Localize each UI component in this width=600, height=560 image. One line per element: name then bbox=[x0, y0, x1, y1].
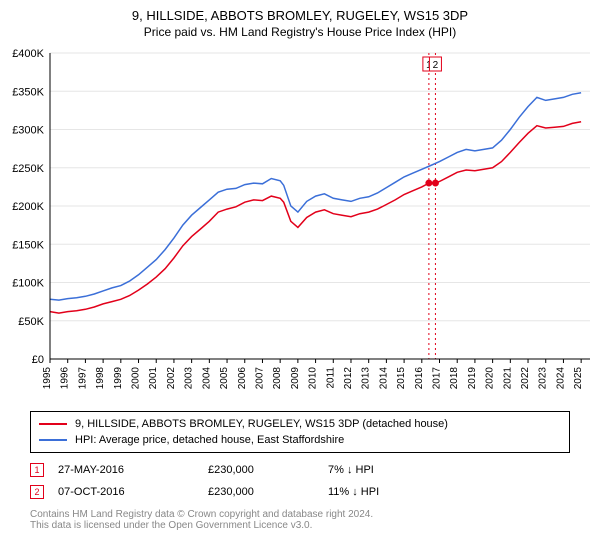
svg-text:2009: 2009 bbox=[290, 367, 301, 390]
sales-table: 1 27-MAY-2016£230,0007% ↓ HPI 2 07-OCT-2016… bbox=[30, 459, 570, 503]
svg-text:2000: 2000 bbox=[131, 367, 142, 390]
svg-text:1996: 1996 bbox=[60, 367, 71, 390]
svg-text:£100K: £100K bbox=[12, 278, 44, 290]
footer: Contains HM Land Registry data © Crown c… bbox=[30, 509, 570, 531]
svg-text:2001: 2001 bbox=[148, 367, 159, 390]
svg-text:2006: 2006 bbox=[237, 367, 248, 390]
svg-text:2023: 2023 bbox=[538, 367, 549, 390]
svg-text:2024: 2024 bbox=[555, 367, 566, 390]
svg-text:2016: 2016 bbox=[414, 367, 425, 390]
svg-text:2018: 2018 bbox=[449, 367, 460, 390]
sale-marker-box: 2 bbox=[30, 485, 44, 499]
sale-row: 1 27-MAY-2016£230,0007% ↓ HPI bbox=[30, 459, 570, 481]
sale-date: 27-MAY-2016 bbox=[58, 464, 208, 476]
legend-label: HPI: Average price, detached house, East… bbox=[75, 434, 344, 446]
line-chart-svg: £0£50K£100K£150K£200K£250K£300K£350K£400… bbox=[50, 43, 590, 403]
svg-text:2017: 2017 bbox=[432, 367, 443, 390]
svg-text:2010: 2010 bbox=[308, 367, 319, 390]
svg-text:1997: 1997 bbox=[77, 367, 88, 390]
svg-text:2025: 2025 bbox=[573, 367, 584, 390]
legend-item: 9, HILLSIDE, ABBOTS BROMLEY, RUGELEY, WS… bbox=[39, 416, 561, 432]
svg-text:2013: 2013 bbox=[361, 367, 372, 390]
svg-text:£300K: £300K bbox=[12, 125, 44, 137]
sale-row: 2 07-OCT-2016£230,00011% ↓ HPI bbox=[30, 481, 570, 503]
svg-text:£250K: £250K bbox=[12, 163, 44, 175]
svg-text:2003: 2003 bbox=[184, 367, 195, 390]
svg-text:1999: 1999 bbox=[113, 367, 124, 390]
sale-marker-box: 1 bbox=[30, 463, 44, 477]
footer-line1: Contains HM Land Registry data © Crown c… bbox=[30, 509, 570, 520]
svg-text:2008: 2008 bbox=[272, 367, 283, 390]
svg-text:2020: 2020 bbox=[485, 367, 496, 390]
chart-title-line1: 9, HILLSIDE, ABBOTS BROMLEY, RUGELEY, WS… bbox=[0, 0, 600, 23]
svg-text:£50K: £50K bbox=[18, 316, 44, 328]
svg-text:2014: 2014 bbox=[378, 367, 389, 390]
sale-price: £230,000 bbox=[208, 464, 328, 476]
svg-text:2022: 2022 bbox=[520, 367, 531, 390]
chart-title-line2: Price paid vs. HM Land Registry's House … bbox=[0, 23, 600, 43]
plot-area: £0£50K£100K£150K£200K£250K£300K£350K£400… bbox=[50, 43, 590, 403]
legend-item: HPI: Average price, detached house, East… bbox=[39, 432, 561, 448]
svg-text:2: 2 bbox=[433, 60, 439, 71]
svg-text:2015: 2015 bbox=[396, 367, 407, 390]
svg-text:2004: 2004 bbox=[201, 367, 212, 390]
svg-text:1995: 1995 bbox=[42, 367, 53, 390]
svg-text:£200K: £200K bbox=[12, 201, 44, 213]
svg-text:£150K: £150K bbox=[12, 239, 44, 251]
sale-delta: 11% ↓ HPI bbox=[328, 486, 448, 498]
svg-text:£350K: £350K bbox=[12, 86, 44, 98]
svg-text:2002: 2002 bbox=[166, 367, 177, 390]
sale-date: 07-OCT-2016 bbox=[58, 486, 208, 498]
svg-text:2005: 2005 bbox=[219, 367, 230, 390]
svg-text:2011: 2011 bbox=[325, 367, 336, 389]
svg-text:2019: 2019 bbox=[467, 367, 478, 390]
footer-line2: This data is licensed under the Open Gov… bbox=[30, 520, 570, 531]
svg-text:1998: 1998 bbox=[95, 367, 106, 390]
legend: 9, HILLSIDE, ABBOTS BROMLEY, RUGELEY, WS… bbox=[30, 411, 570, 453]
legend-label: 9, HILLSIDE, ABBOTS BROMLEY, RUGELEY, WS… bbox=[75, 418, 448, 430]
sale-delta: 7% ↓ HPI bbox=[328, 464, 448, 476]
svg-text:2007: 2007 bbox=[254, 367, 265, 390]
svg-text:£0: £0 bbox=[32, 354, 44, 366]
legend-swatch bbox=[39, 423, 67, 425]
svg-text:2012: 2012 bbox=[343, 367, 354, 390]
svg-text:2021: 2021 bbox=[502, 367, 513, 390]
sale-price: £230,000 bbox=[208, 486, 328, 498]
legend-swatch bbox=[39, 439, 67, 441]
svg-text:£400K: £400K bbox=[12, 48, 44, 60]
